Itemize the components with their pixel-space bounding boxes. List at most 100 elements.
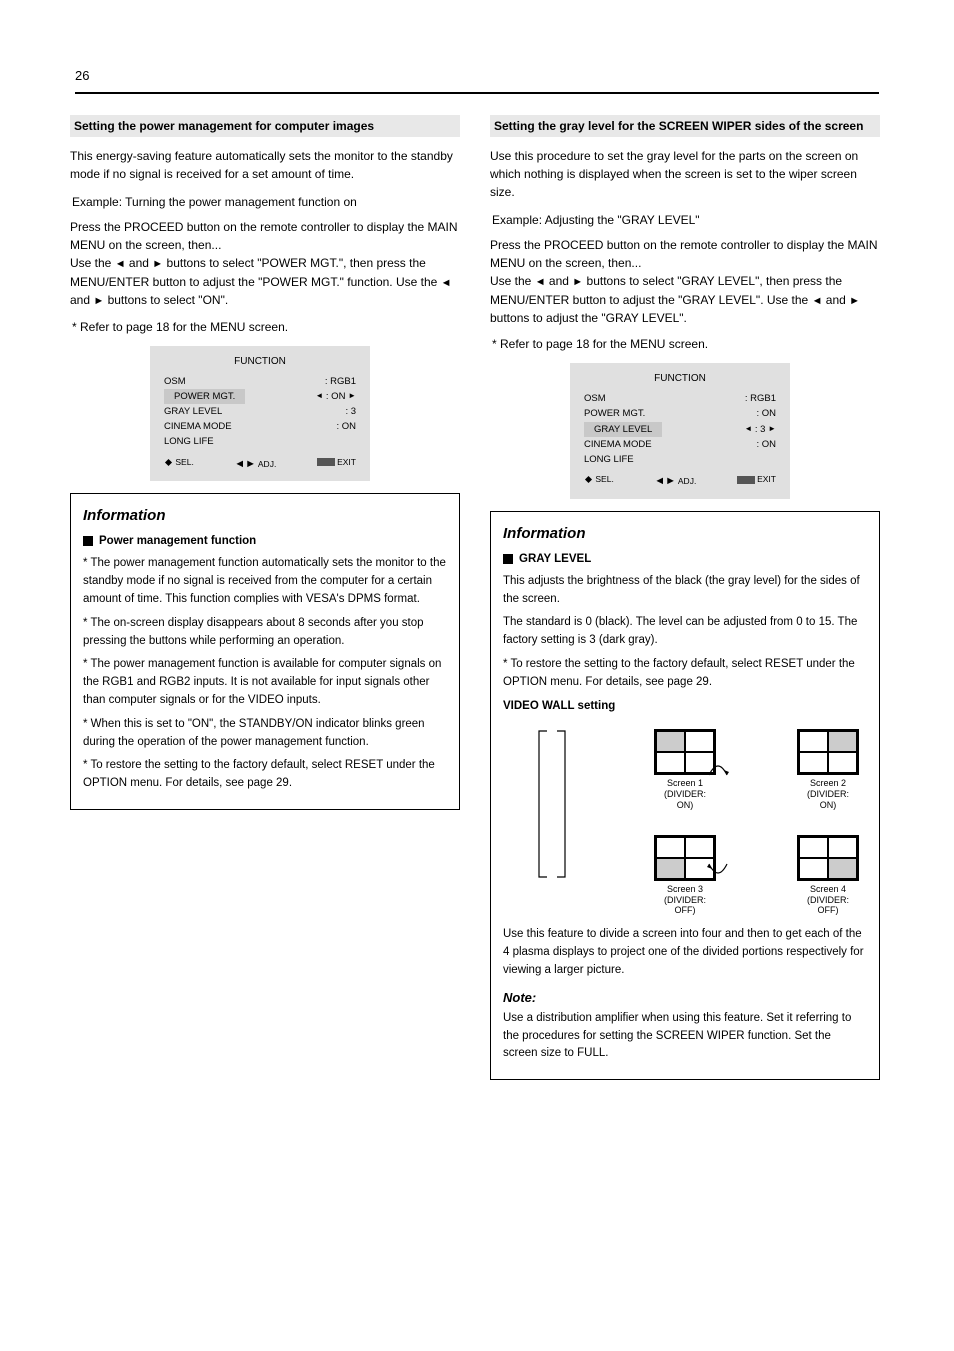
right-step-title: Example: Adjusting the "GRAY LEVEL" (492, 211, 880, 230)
info-p2: The standard is 0 (black). The level can… (503, 614, 867, 650)
right-intro: Use this procedure to set the gray level… (490, 147, 880, 201)
caption: Screen 2(DIVIDER: ON) (807, 778, 849, 810)
left-info-box: Information Power management function * … (70, 493, 460, 810)
arrow-right-icon: ► (572, 276, 583, 288)
note-heading: Note: (503, 988, 867, 1008)
right-img-ref: * Refer to page 18 for the MENU screen. (492, 337, 880, 351)
arrow-lr-icon: ◄► (654, 475, 676, 487)
right-step-body: Press the PROCEED button on the remote c… (490, 236, 880, 327)
screen-2-on: Screen 2(DIVIDER: ON) (821, 729, 835, 810)
osd-label: LONG LIFE (584, 452, 634, 467)
right-step-text-1: Press the PROCEED button on the remote c… (490, 238, 878, 270)
osd-row-0: OSM: RGB1 (584, 391, 776, 406)
osd-val-text: : 3 (755, 424, 766, 435)
info-p3: * To restore the setting to the factory … (503, 656, 867, 692)
info-heading: Information (83, 504, 447, 527)
info-p3: * The power management function is avail… (83, 656, 447, 709)
info-p4: * When this is set to "ON", the STANDBY/… (83, 716, 447, 752)
top-rule (75, 92, 879, 94)
right-section-header: Setting the gray level for the SCREEN WI… (490, 115, 880, 137)
tri-left-icon: ◄ (315, 390, 323, 403)
osd-label: CINEMA MODE (164, 419, 232, 434)
osd-val: ◄ : ON ► (315, 389, 356, 404)
diamond-icon (585, 476, 592, 483)
left-section-header: Setting the power management for compute… (70, 115, 460, 137)
bracket-left (535, 729, 549, 916)
osd-row-1: POWER MGT. ◄ : ON ► (164, 389, 356, 404)
exit-bar-icon (317, 458, 335, 466)
osd-label: GRAY LEVEL (164, 404, 222, 419)
info-sub-text: Power management function (99, 535, 256, 547)
info-p2: * The on-screen display disappears about… (83, 615, 447, 651)
osd-footer: SEL. ◄► ADJ. EXIT (584, 473, 776, 491)
caption: Screen 4(DIVIDER: OFF) (807, 884, 849, 916)
osd-val: : RGB1 (745, 391, 776, 406)
tri-right-icon: ► (768, 423, 776, 436)
arrow-right-icon: ► (93, 295, 104, 307)
info-heading: Information (503, 522, 867, 545)
caption: Screen 1(DIVIDER: ON) (664, 778, 706, 810)
note-text: Use a distribution amplifier when using … (503, 1010, 867, 1063)
right-column: Setting the gray level for the SCREEN WI… (490, 115, 880, 1080)
osd-adj: ADJ. (258, 459, 276, 469)
left-step-text-2a: Use the (70, 256, 115, 270)
arrow-left-icon: ◄ (535, 276, 546, 288)
osd-row-1: POWER MGT.: ON (584, 406, 776, 421)
left-intro: This energy-saving feature automatically… (70, 147, 460, 183)
left-step-text-1: Press the PROCEED button on the remote c… (70, 220, 458, 252)
page-number: 26 (75, 68, 89, 83)
osd-exit: EXIT (337, 457, 356, 467)
osd-row-2: GRAY LEVEL : 3 (164, 404, 356, 419)
osd-label: GRAY LEVEL (584, 422, 662, 437)
square-bullet-icon (503, 554, 513, 564)
left-column: Setting the power management for compute… (70, 115, 460, 1080)
info-p4: Use this feature to divide a screen into… (503, 926, 867, 979)
info-p1: * The power management function automati… (83, 555, 447, 608)
tri-left-icon: ◄ (744, 423, 752, 436)
right-step-text-2a: Use the (490, 274, 535, 288)
screen-frame (797, 835, 859, 881)
square-bullet-icon (83, 536, 93, 546)
sep: and (546, 274, 573, 288)
tri-right-icon: ► (348, 390, 356, 403)
sep: and (70, 293, 93, 307)
osd-val: : ON (336, 419, 356, 434)
arrow-right-icon: ► (849, 295, 860, 307)
osd-label: CINEMA MODE (584, 437, 652, 452)
left-img-ref: * Refer to page 18 for the MENU screen. (72, 320, 460, 334)
osd-label: POWER MGT. (164, 389, 245, 404)
arrow-left-icon: ◄ (115, 258, 126, 270)
osd-sel: SEL. (175, 457, 193, 467)
osd-val: : ON (756, 437, 776, 452)
osd-row-4: LONG LIFE (584, 452, 776, 467)
info-p5: * To restore the setting to the factory … (83, 757, 447, 793)
osd-val: : ON (756, 406, 776, 421)
exit-bar-icon (737, 476, 755, 484)
div-label: (DIVIDER: ON) (664, 789, 706, 810)
diamond-icon (165, 459, 172, 466)
right-osd: FUNCTION OSM: RGB1 POWER MGT.: ON GRAY L… (570, 363, 790, 499)
osd-val-text: : ON (326, 391, 346, 402)
osd-label: OSM (164, 374, 186, 389)
bracket-right (555, 729, 665, 916)
videowall-diagram: Screen 1(DIVIDER: ON) Screen 2(DIVIDER: … (535, 729, 835, 916)
screen-frame (797, 729, 859, 775)
right-step-text-2c: buttons to adjust the "GRAY LEVEL". (490, 311, 687, 325)
div-label: (DIVIDER: OFF) (664, 895, 706, 916)
sc-label: Screen 3 (667, 884, 703, 894)
arc-arrow-icon (705, 860, 731, 884)
screen-4-off: Screen 4(DIVIDER: OFF) (821, 835, 835, 916)
osd-sel: SEL. (595, 474, 613, 484)
bracket-left-icon (535, 729, 549, 879)
osd-adj: ADJ. (678, 476, 696, 486)
arrow-lr-icon: ◄► (234, 458, 256, 470)
osd-val: ◄ : 3 ► (744, 422, 776, 437)
left-step-text-2c: buttons to select "ON". (104, 293, 228, 307)
osd-val: : 3 (345, 404, 356, 419)
sep: and (126, 256, 153, 270)
arrow-right-icon: ► (152, 258, 163, 270)
left-step-title: Example: Turning the power management fu… (72, 193, 460, 212)
osd-row-4: LONG LIFE (164, 434, 356, 449)
osd-row-3: CINEMA MODE : ON (584, 437, 776, 452)
arrow-left-icon: ◄ (441, 277, 452, 289)
